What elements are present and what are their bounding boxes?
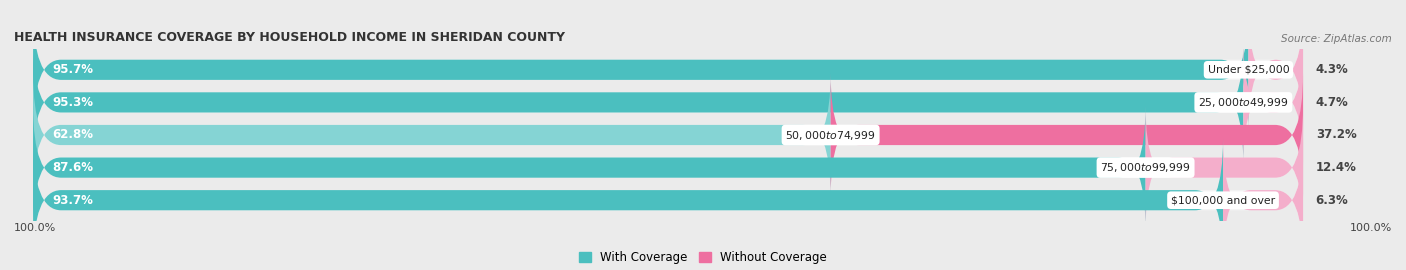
FancyBboxPatch shape	[34, 41, 1243, 164]
Text: 4.3%: 4.3%	[1316, 63, 1348, 76]
Text: 100.0%: 100.0%	[1350, 223, 1392, 233]
Text: $50,000 to $74,999: $50,000 to $74,999	[786, 129, 876, 141]
Legend: With Coverage, Without Coverage: With Coverage, Without Coverage	[579, 251, 827, 264]
Text: 62.8%: 62.8%	[52, 129, 93, 141]
Text: 95.3%: 95.3%	[52, 96, 93, 109]
FancyBboxPatch shape	[34, 41, 1303, 164]
FancyBboxPatch shape	[34, 139, 1303, 262]
Text: 87.6%: 87.6%	[52, 161, 93, 174]
FancyBboxPatch shape	[34, 106, 1303, 229]
Text: Under $25,000: Under $25,000	[1208, 65, 1289, 75]
Text: $25,000 to $49,999: $25,000 to $49,999	[1198, 96, 1288, 109]
Text: 12.4%: 12.4%	[1316, 161, 1357, 174]
Text: 6.3%: 6.3%	[1316, 194, 1348, 207]
FancyBboxPatch shape	[1146, 106, 1303, 229]
Text: $75,000 to $99,999: $75,000 to $99,999	[1101, 161, 1191, 174]
Text: 37.2%: 37.2%	[1316, 129, 1357, 141]
Text: Source: ZipAtlas.com: Source: ZipAtlas.com	[1281, 34, 1392, 44]
FancyBboxPatch shape	[34, 73, 831, 197]
FancyBboxPatch shape	[34, 73, 1303, 197]
FancyBboxPatch shape	[34, 139, 1223, 262]
FancyBboxPatch shape	[1243, 41, 1303, 164]
Text: 100.0%: 100.0%	[14, 223, 56, 233]
FancyBboxPatch shape	[1223, 139, 1303, 262]
FancyBboxPatch shape	[34, 8, 1249, 131]
Text: 95.7%: 95.7%	[52, 63, 93, 76]
Text: 4.7%: 4.7%	[1316, 96, 1348, 109]
Text: HEALTH INSURANCE COVERAGE BY HOUSEHOLD INCOME IN SHERIDAN COUNTY: HEALTH INSURANCE COVERAGE BY HOUSEHOLD I…	[14, 31, 565, 44]
FancyBboxPatch shape	[1249, 8, 1303, 131]
Text: 93.7%: 93.7%	[52, 194, 93, 207]
FancyBboxPatch shape	[34, 8, 1303, 131]
FancyBboxPatch shape	[831, 73, 1303, 197]
Text: $100,000 and over: $100,000 and over	[1171, 195, 1275, 205]
FancyBboxPatch shape	[34, 106, 1146, 229]
